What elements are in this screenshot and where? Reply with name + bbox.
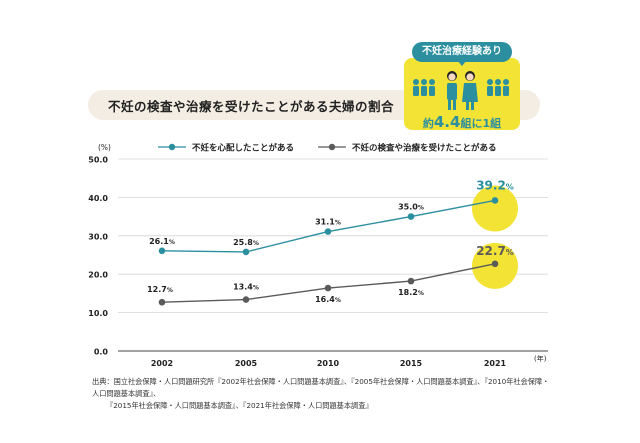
data-label: 26.1% bbox=[149, 237, 175, 246]
y-unit-label: (%) bbox=[98, 143, 111, 152]
data-point bbox=[324, 228, 332, 235]
source-note: 出典：国立社会保障・人口問題研究所『2002年社会保障・人口問題基本調査』、『2… bbox=[92, 376, 552, 412]
badge-tail bbox=[457, 60, 467, 66]
data-label-value: 26.1 bbox=[149, 237, 169, 246]
ratio-value: 4.4 bbox=[433, 113, 461, 131]
data-point bbox=[242, 248, 250, 256]
data-label: 35.0% bbox=[398, 203, 424, 212]
data-point bbox=[407, 277, 415, 285]
data-point bbox=[491, 260, 499, 268]
data-label-unit: % bbox=[506, 248, 514, 257]
data-label-value: 31.1 bbox=[315, 218, 335, 227]
highlight-circle bbox=[472, 185, 518, 232]
source-line-1: 出典：国立社会保障・人口問題研究所『2002年社会保障・人口問題基本調査』、『2… bbox=[92, 377, 550, 398]
ratio-suffix: 組に1組 bbox=[460, 117, 502, 130]
data-point bbox=[324, 284, 332, 292]
family-figures-icon bbox=[413, 71, 509, 110]
data-label-value: 18.2 bbox=[398, 288, 418, 297]
data-label-unit: % bbox=[335, 220, 341, 227]
legend-marker bbox=[328, 143, 336, 151]
x-tick-label: 2021 bbox=[484, 359, 507, 368]
data-label: 16.4% bbox=[315, 295, 341, 304]
data-label-unit: % bbox=[418, 290, 424, 297]
data-label: 31.1% bbox=[315, 218, 341, 227]
y-tick-label: 50.0 bbox=[88, 156, 108, 165]
data-label-unit: % bbox=[335, 297, 341, 304]
data-label: 13.4% bbox=[233, 283, 259, 292]
data-point bbox=[158, 247, 166, 255]
source-line-2: 『2015年社会保障・人口問題基本調査』、『2021年社会保障・人口問題基本調査… bbox=[106, 401, 373, 410]
data-label-unit: % bbox=[169, 239, 175, 246]
y-tick-label: 30.0 bbox=[88, 232, 108, 241]
data-label: 12.7% bbox=[147, 285, 173, 294]
chart-title: 不妊の検査や治療を受けたことがある夫婦の割合 bbox=[108, 99, 395, 114]
x-tick-label: 2005 bbox=[235, 359, 258, 368]
legend-marker bbox=[168, 143, 176, 151]
data-label-value: 25.8 bbox=[233, 238, 253, 247]
data-label-unit: % bbox=[253, 240, 259, 247]
data-label-value: 16.4 bbox=[315, 295, 335, 304]
y-tick-label: 40.0 bbox=[88, 194, 108, 203]
data-label-value: 13.4 bbox=[233, 283, 253, 292]
data-point bbox=[158, 298, 166, 306]
x-tick-label: 2015 bbox=[400, 359, 423, 368]
data-label-value: 39.2 bbox=[476, 178, 506, 192]
data-label-unit: % bbox=[167, 287, 173, 294]
ratio-prefix: 約 bbox=[422, 117, 434, 130]
data-label-unit: % bbox=[418, 205, 424, 212]
data-point bbox=[242, 296, 250, 303]
data-label-value: 35.0 bbox=[398, 203, 418, 212]
legend-label: 不妊を心配したことがある bbox=[192, 143, 294, 154]
data-label: 18.2% bbox=[398, 288, 424, 297]
x-unit-label: (年) bbox=[534, 354, 547, 363]
x-tick-label: 2002 bbox=[151, 359, 173, 368]
data-label: 22.7% bbox=[476, 244, 514, 258]
data-point bbox=[491, 197, 499, 204]
data-label-value: 22.7 bbox=[476, 244, 506, 258]
data-label: 39.2% bbox=[476, 178, 514, 192]
badge-label: 不妊治療経験あり bbox=[412, 42, 512, 62]
data-label: 25.8% bbox=[233, 238, 259, 247]
data-label-unit: % bbox=[506, 182, 514, 191]
data-point bbox=[407, 213, 415, 220]
data-label-unit: % bbox=[253, 285, 259, 292]
badge-ratio: 約4.4組に1組 bbox=[404, 113, 520, 131]
x-tick-label: 2010 bbox=[317, 359, 340, 368]
legend-label: 不妊の検査や治療を受けたことがある bbox=[352, 143, 497, 154]
data-label-value: 12.7 bbox=[147, 285, 167, 294]
y-tick-label: 0.0 bbox=[94, 348, 109, 357]
y-tick-label: 20.0 bbox=[88, 271, 108, 280]
y-tick-label: 10.0 bbox=[88, 309, 108, 318]
